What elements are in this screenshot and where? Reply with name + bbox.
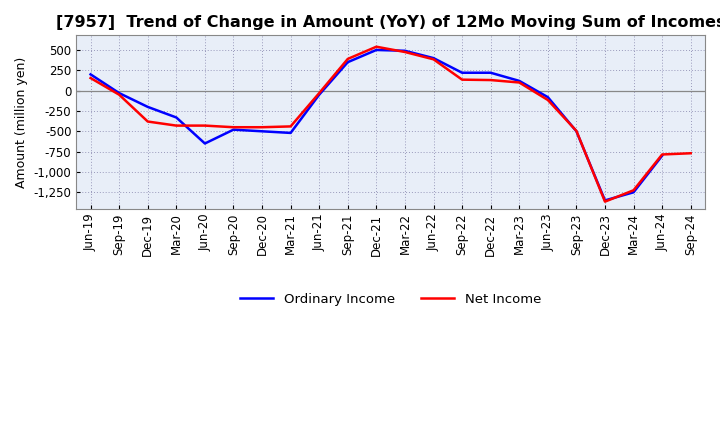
Ordinary Income bbox=[372, 48, 381, 53]
Net Income bbox=[315, 91, 323, 96]
Ordinary Income bbox=[629, 190, 638, 195]
Ordinary Income bbox=[658, 153, 667, 158]
Net Income bbox=[658, 152, 667, 157]
Net Income bbox=[600, 199, 609, 204]
Net Income bbox=[143, 119, 152, 124]
Net Income bbox=[201, 123, 210, 128]
Net Income bbox=[343, 56, 352, 62]
Line: Net Income: Net Income bbox=[91, 47, 690, 202]
Net Income bbox=[258, 125, 266, 130]
Ordinary Income bbox=[229, 127, 238, 132]
Ordinary Income bbox=[201, 141, 210, 146]
Ordinary Income bbox=[572, 128, 581, 134]
Net Income bbox=[86, 75, 95, 81]
Ordinary Income bbox=[287, 130, 295, 136]
Ordinary Income bbox=[114, 91, 123, 96]
Net Income bbox=[172, 123, 181, 128]
Title: [7957]  Trend of Change in Amount (YoY) of 12Mo Moving Sum of Incomes: [7957] Trend of Change in Amount (YoY) o… bbox=[56, 15, 720, 30]
Ordinary Income bbox=[600, 198, 609, 203]
Ordinary Income bbox=[429, 55, 438, 61]
Legend: Ordinary Income, Net Income: Ordinary Income, Net Income bbox=[235, 288, 546, 312]
Net Income bbox=[400, 49, 409, 55]
Net Income bbox=[629, 187, 638, 193]
Ordinary Income bbox=[400, 48, 409, 53]
Ordinary Income bbox=[458, 70, 467, 75]
Net Income bbox=[372, 44, 381, 49]
Net Income bbox=[114, 92, 123, 97]
Ordinary Income bbox=[515, 78, 523, 84]
Net Income bbox=[287, 124, 295, 129]
Net Income bbox=[229, 125, 238, 130]
Ordinary Income bbox=[86, 72, 95, 77]
Ordinary Income bbox=[315, 92, 323, 97]
Net Income bbox=[544, 97, 552, 103]
Ordinary Income bbox=[486, 70, 495, 75]
Line: Ordinary Income: Ordinary Income bbox=[91, 50, 662, 200]
Net Income bbox=[429, 57, 438, 62]
Y-axis label: Amount (million yen): Amount (million yen) bbox=[15, 56, 28, 187]
Ordinary Income bbox=[343, 59, 352, 65]
Ordinary Income bbox=[544, 95, 552, 100]
Net Income bbox=[515, 80, 523, 85]
Ordinary Income bbox=[172, 115, 181, 120]
Ordinary Income bbox=[143, 104, 152, 110]
Net Income bbox=[572, 128, 581, 133]
Ordinary Income bbox=[258, 128, 266, 134]
Net Income bbox=[686, 150, 695, 156]
Net Income bbox=[486, 77, 495, 83]
Net Income bbox=[458, 77, 467, 82]
